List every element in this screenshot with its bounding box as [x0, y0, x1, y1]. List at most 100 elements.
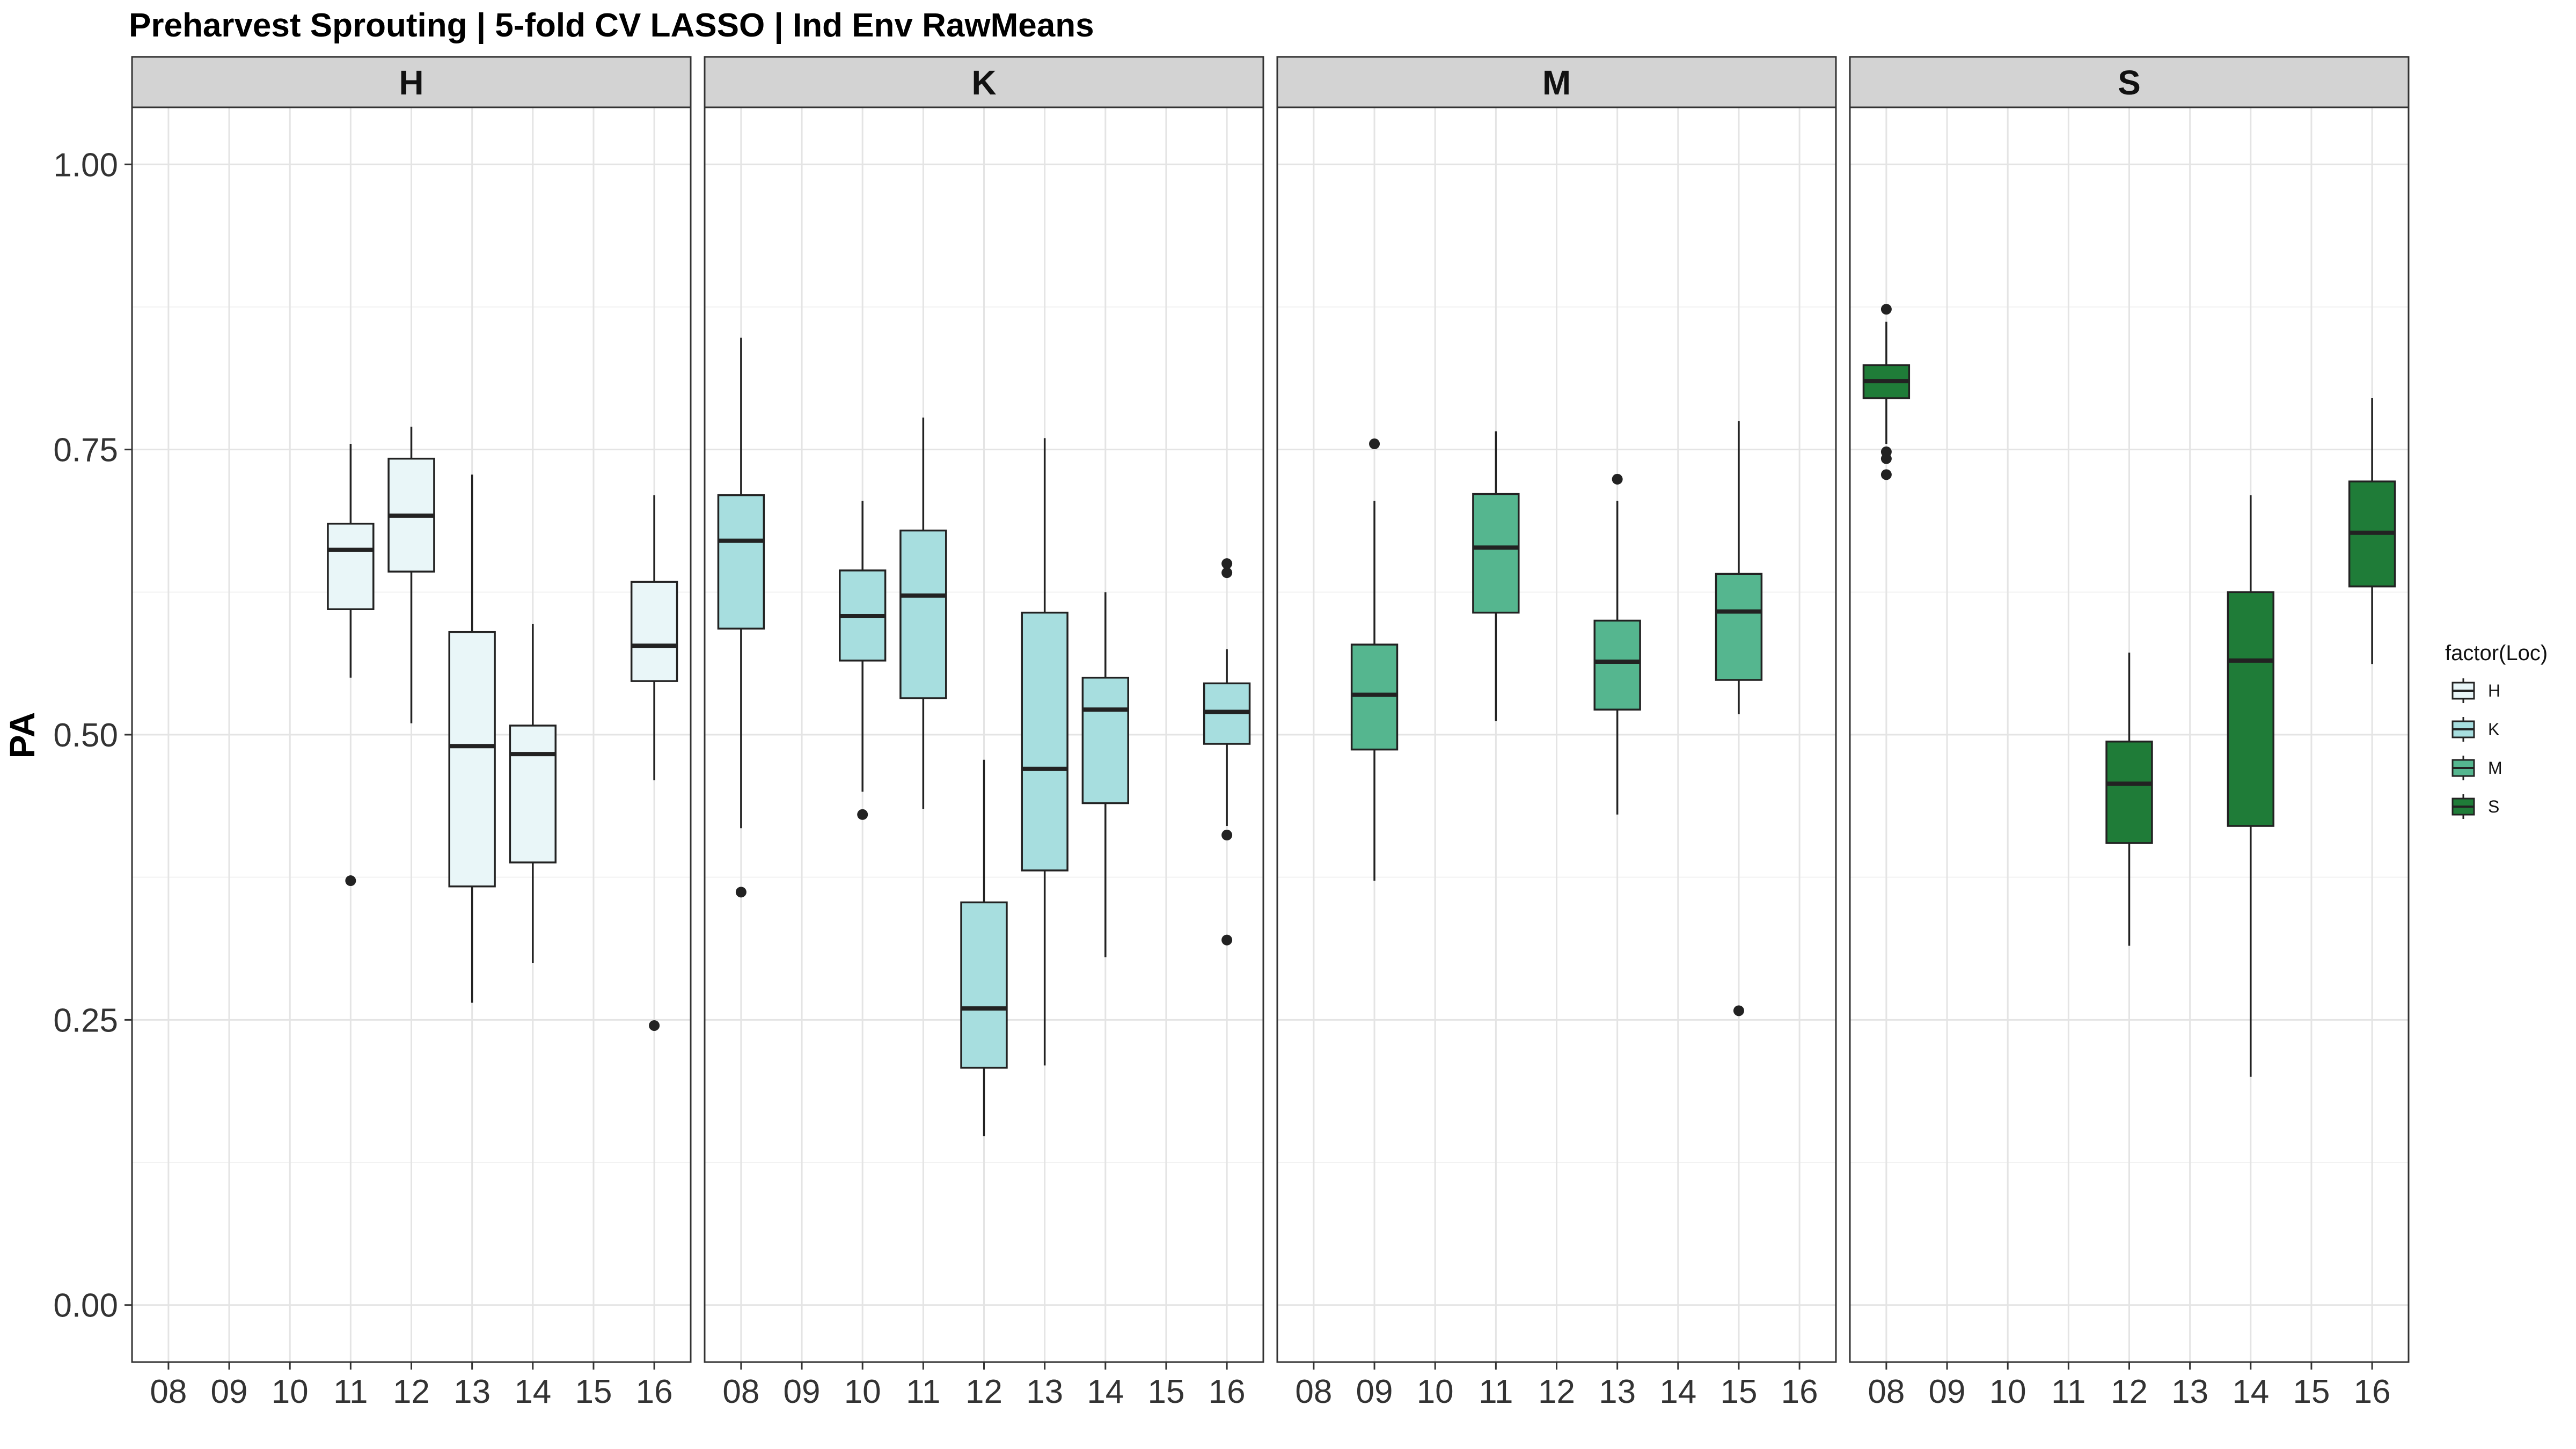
box-iqr	[960, 901, 1008, 1069]
y-tick-label: 0.25	[53, 1002, 118, 1039]
x-tick-label: 15	[1147, 1373, 1184, 1410]
legend-label: M	[2488, 758, 2502, 778]
box-H-12	[387, 427, 435, 723]
x-tick-label: 08	[1295, 1373, 1332, 1410]
legend-entry-S: S	[2451, 794, 2499, 819]
x-tick-label: 15	[1720, 1373, 1757, 1410]
x-tick-label: 09	[1929, 1373, 1966, 1410]
outlier-point	[1221, 558, 1233, 569]
x-tick-label: 12	[965, 1373, 1002, 1410]
x-tick-label: 11	[2051, 1373, 2085, 1410]
box-iqr	[327, 523, 375, 610]
legend-entry-H: H	[2451, 678, 2500, 703]
y-axis-ticks: 0.00 0.25 0.50 0.75 1.00	[53, 147, 132, 1324]
x-tick-label: 13	[1599, 1373, 1636, 1410]
box-iqr	[630, 581, 678, 682]
y-tick-label: 0.50	[53, 717, 118, 754]
box-K-16	[1203, 558, 1251, 946]
x-tick-label: 14	[1659, 1373, 1696, 1410]
facet-H: H 08 09 10 11 12 13 14 15 16	[131, 56, 692, 1410]
x-tick-label: 16	[1209, 1373, 1246, 1410]
y-axis-title: PA	[2, 712, 42, 759]
facets-layer: H 08 09 10 11 12 13 14 15 16 K 08 09 10 11 12 13 14 15 16 M 0…	[131, 56, 2410, 1410]
box-iqr	[1715, 573, 1763, 681]
outlier-point	[649, 1020, 660, 1031]
legend-title: factor(Loc)	[2445, 641, 2548, 665]
facet-strip	[131, 56, 692, 108]
box-K-11	[899, 418, 947, 809]
x-tick-label: 09	[1356, 1373, 1393, 1410]
x-tick-label: 14	[1087, 1373, 1124, 1410]
x-tick-label: 11	[1479, 1373, 1513, 1410]
box-iqr	[1081, 676, 1129, 804]
x-tick-label: 16	[1781, 1373, 1818, 1410]
box-M-15	[1715, 421, 1763, 1016]
box-iqr	[1472, 493, 1520, 614]
outlier-point	[735, 887, 747, 898]
box-iqr	[448, 631, 496, 888]
box-M-13	[1593, 473, 1641, 815]
y-tick-label: 1.00	[53, 147, 118, 184]
x-tick-label: 14	[2232, 1373, 2269, 1410]
box-H-11	[327, 444, 375, 887]
facet-strip-label: S	[2118, 63, 2141, 102]
facet-K: K 08 09 10 11 12 13 14 15 16	[704, 56, 1264, 1410]
facet-S: S 08 09 10 11 12 13 14 15 16	[1849, 56, 2410, 1410]
box-K-10	[839, 501, 887, 820]
x-tick-label: 11	[333, 1373, 368, 1410]
box-K-12	[960, 759, 1008, 1137]
y-tick-label: 0.00	[53, 1287, 118, 1324]
x-tick-label: 09	[211, 1373, 248, 1410]
facet-strip	[1276, 56, 1837, 108]
x-tick-label: 14	[514, 1373, 551, 1410]
outlier-point	[1880, 469, 1892, 480]
box-H-13	[448, 474, 496, 1003]
chart-title: Preharvest Sprouting | 5-fold CV LASSO |…	[129, 7, 1094, 45]
x-tick-label: 16	[636, 1373, 673, 1410]
x-tick-label: 13	[453, 1373, 491, 1410]
box-iqr	[899, 529, 947, 699]
outlier-point	[1221, 567, 1233, 579]
facet-strip-label: M	[1542, 63, 1571, 102]
box-iqr	[1593, 619, 1641, 711]
box-iqr	[1350, 643, 1399, 751]
x-tick-label: 08	[150, 1373, 187, 1410]
outlier-point	[345, 875, 356, 887]
facet-M: M 08 09 10 11 12 13 14 15 16	[1276, 56, 1837, 1410]
box-iqr	[1021, 611, 1069, 872]
x-tick-label: 12	[393, 1373, 430, 1410]
x-tick-label: 12	[2111, 1373, 2148, 1410]
box-iqr	[509, 724, 557, 863]
x-tick-label: 10	[272, 1373, 309, 1410]
outlier-point	[1880, 304, 1892, 315]
outlier-point	[1733, 1005, 1744, 1016]
y-tick-label: 0.75	[53, 432, 118, 469]
outlier-point	[1612, 473, 1623, 485]
box-iqr	[2105, 741, 2153, 844]
x-tick-label: 10	[1989, 1373, 2026, 1410]
box-K-13	[1021, 438, 1069, 1066]
x-tick-label: 15	[2293, 1373, 2330, 1410]
outlier-point	[857, 809, 868, 820]
box-H-14	[509, 624, 557, 963]
box-M-09	[1350, 438, 1399, 881]
box-K-14	[1081, 592, 1129, 957]
box-S-16	[2348, 398, 2396, 664]
box-iqr	[717, 494, 765, 630]
outlier-point	[1369, 438, 1380, 450]
legend-label: H	[2488, 681, 2500, 700]
box-K-08	[717, 338, 765, 898]
x-tick-label: 13	[2171, 1373, 2208, 1410]
outlier-point	[1221, 934, 1233, 946]
legend-label: S	[2488, 797, 2499, 816]
box-M-11	[1472, 431, 1520, 721]
x-tick-label: 08	[1868, 1373, 1905, 1410]
box-H-16	[630, 495, 678, 1031]
facet-strip-label: H	[399, 63, 423, 102]
x-tick-label: 08	[722, 1373, 759, 1410]
outlier-point	[1880, 453, 1892, 464]
legend: factor(Loc) H KMS	[2445, 641, 2548, 819]
facet-strip	[704, 56, 1264, 108]
legend-entry-K: K	[2451, 717, 2499, 742]
